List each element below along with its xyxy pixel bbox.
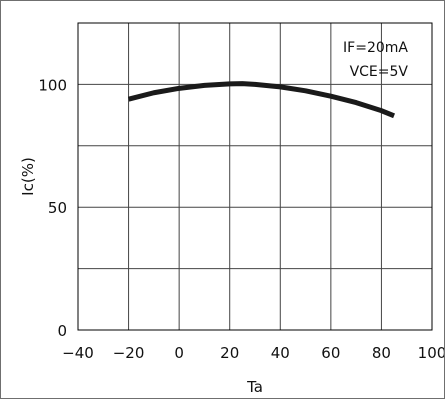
y-tick-label: 100 — [38, 76, 67, 94]
x-tick-label: 100 — [418, 344, 444, 362]
x-tick-label: 0 — [174, 344, 184, 362]
x-tick-label: 80 — [372, 344, 391, 362]
series-line — [127, 81, 396, 119]
y-axis-label: Ic(%) — [19, 157, 37, 196]
annotation-if: IF=20mA — [343, 40, 408, 56]
y-tick-labels: 0 50 100 — [38, 76, 67, 340]
annotation-vce: VCE=5V — [350, 64, 409, 80]
y-tick-label: 0 — [57, 322, 67, 340]
plot-area-border — [77, 22, 433, 331]
x-tick-label: 20 — [220, 344, 239, 362]
x-tick-label: −40 — [62, 344, 94, 362]
series-layer — [127, 81, 396, 119]
y-tick-label: 50 — [48, 199, 67, 217]
x-tick-labels: −40 −20 0 20 40 60 80 100 — [62, 344, 444, 362]
x-tick-label: 40 — [271, 344, 290, 362]
x-axis-label: Ta — [246, 378, 263, 396]
x-tick-label: 60 — [321, 344, 340, 362]
x-tick-label: −20 — [113, 344, 145, 362]
vertical-gridlines — [128, 23, 382, 330]
